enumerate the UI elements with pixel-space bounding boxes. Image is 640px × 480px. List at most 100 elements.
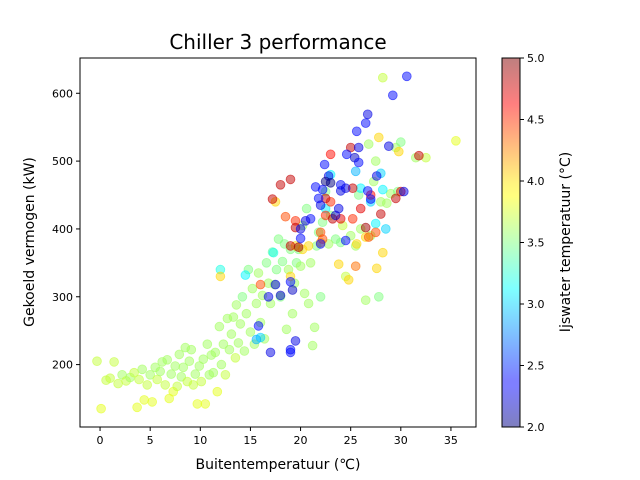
- scatter-point: [271, 264, 282, 275]
- scatter-point: [371, 263, 382, 274]
- scatter-point: [360, 118, 371, 128]
- scatter-point: [353, 157, 364, 168]
- scatter-point: [265, 347, 276, 358]
- colorbar-axis: 2.0 2.5 3.0 3.5 4.0 4.5 5.0: [520, 52, 545, 434]
- scatter-point: [305, 257, 316, 268]
- scatter-point: [370, 227, 381, 238]
- scatter-point: [162, 354, 173, 365]
- scatter-point: [178, 362, 189, 373]
- scatter-point: [224, 344, 235, 355]
- x-tick-label: 0: [97, 434, 104, 447]
- colorbar-tick-label: 4.5: [527, 114, 545, 127]
- scatter-point: [277, 256, 288, 267]
- scatter-point: [373, 291, 384, 302]
- scatter-point: [341, 149, 352, 160]
- colorbar-tick-label: 2.5: [527, 360, 545, 373]
- scatter-point: [309, 322, 320, 333]
- scatter-point: [253, 321, 264, 331]
- scatter-point: [325, 178, 336, 188]
- scatter-point: [299, 288, 310, 299]
- scatter-point: [233, 338, 244, 348]
- scatter-point: [319, 159, 330, 170]
- scatter-point: [300, 216, 311, 226]
- colorbar-tick-label: 3.0: [527, 298, 545, 311]
- scatter-point: [377, 247, 388, 258]
- scatter-point: [261, 257, 272, 268]
- scatter-point: [340, 183, 351, 194]
- scatter-point: [377, 72, 388, 83]
- scatter-point: [109, 357, 119, 367]
- scatter-point: [360, 295, 371, 306]
- scatter-point: [208, 367, 219, 378]
- scatter-point: [383, 141, 394, 152]
- scatter-point: [290, 336, 301, 346]
- scatter-point: [214, 321, 225, 332]
- scatter-point: [192, 399, 203, 409]
- scatter-point: [363, 232, 374, 242]
- scatter-point: [275, 290, 286, 301]
- scatter-point: [307, 340, 318, 351]
- scatter-point: [315, 291, 326, 302]
- scatter-point: [350, 166, 361, 177]
- scatter-point: [235, 319, 246, 329]
- scatter-point: [414, 150, 424, 161]
- colorbar: [501, 57, 521, 428]
- scatter-point: [198, 354, 209, 365]
- scatter-point: [129, 367, 139, 378]
- scatter-point: [231, 300, 242, 310]
- scatter-point: [375, 209, 386, 219]
- scatter-point: [285, 347, 296, 358]
- scatter-point: [451, 136, 461, 146]
- colorbar-tick-label: 5.0: [527, 52, 545, 65]
- scatter-point: [245, 327, 256, 337]
- y-axis-label: Gekoeld vermogen (kW): [22, 157, 38, 327]
- scatter-point: [137, 364, 148, 375]
- scatter-point: [315, 239, 326, 249]
- x-axis-label: Buitentemperatuur (℃): [195, 457, 360, 473]
- x-tick-label: 5: [147, 434, 154, 447]
- scatter-point: [395, 137, 406, 147]
- scatter-point: [147, 397, 158, 407]
- y-tick-label: 200: [52, 359, 73, 372]
- x-tick-label: 25: [344, 434, 358, 447]
- y-axis: 200 300 400 500 600: [52, 87, 80, 372]
- scatter-point: [268, 247, 279, 258]
- y-tick-label: 500: [52, 155, 73, 168]
- x-tick-label: 20: [294, 434, 308, 447]
- scatter-point: [287, 285, 298, 295]
- y-tick-label: 600: [52, 87, 73, 100]
- scatter-point: [155, 366, 166, 377]
- scatter-point: [365, 194, 376, 204]
- scatter-point: [251, 334, 262, 345]
- scatter-point: [142, 380, 153, 390]
- scatter-point: [360, 222, 371, 233]
- scatter-point: [132, 402, 142, 413]
- scatter-point: [380, 224, 391, 234]
- scatter-point: [215, 271, 226, 282]
- scatter-point: [166, 369, 177, 379]
- scatter-point: [303, 298, 314, 309]
- scatter-point: [333, 203, 344, 214]
- scatter-point: [285, 241, 296, 251]
- scatter-point: [293, 242, 304, 253]
- x-axis: 0 5 10 15 20 25 30 35: [97, 427, 458, 447]
- scatter-point: [251, 298, 262, 309]
- scatter-point: [295, 261, 306, 272]
- scatter-point: [92, 356, 102, 367]
- scatter-point: [275, 180, 286, 190]
- colorbar-tick-label: 2.0: [527, 421, 545, 434]
- scatter-point: [200, 399, 211, 409]
- scatter-point: [343, 274, 354, 285]
- scatter-point: [184, 356, 195, 367]
- x-tick-label: 15: [243, 434, 257, 447]
- y-tick-label: 400: [52, 223, 73, 236]
- scatter-point: [228, 312, 239, 322]
- scatter-point: [390, 193, 401, 204]
- scatter-point: [387, 90, 398, 101]
- scatter-point: [370, 156, 381, 166]
- scatter-point: [239, 346, 250, 356]
- scatter-point: [188, 380, 199, 390]
- colorbar-label: Ijswater temperatuur (°C): [558, 152, 574, 332]
- scatter-point: [216, 359, 227, 370]
